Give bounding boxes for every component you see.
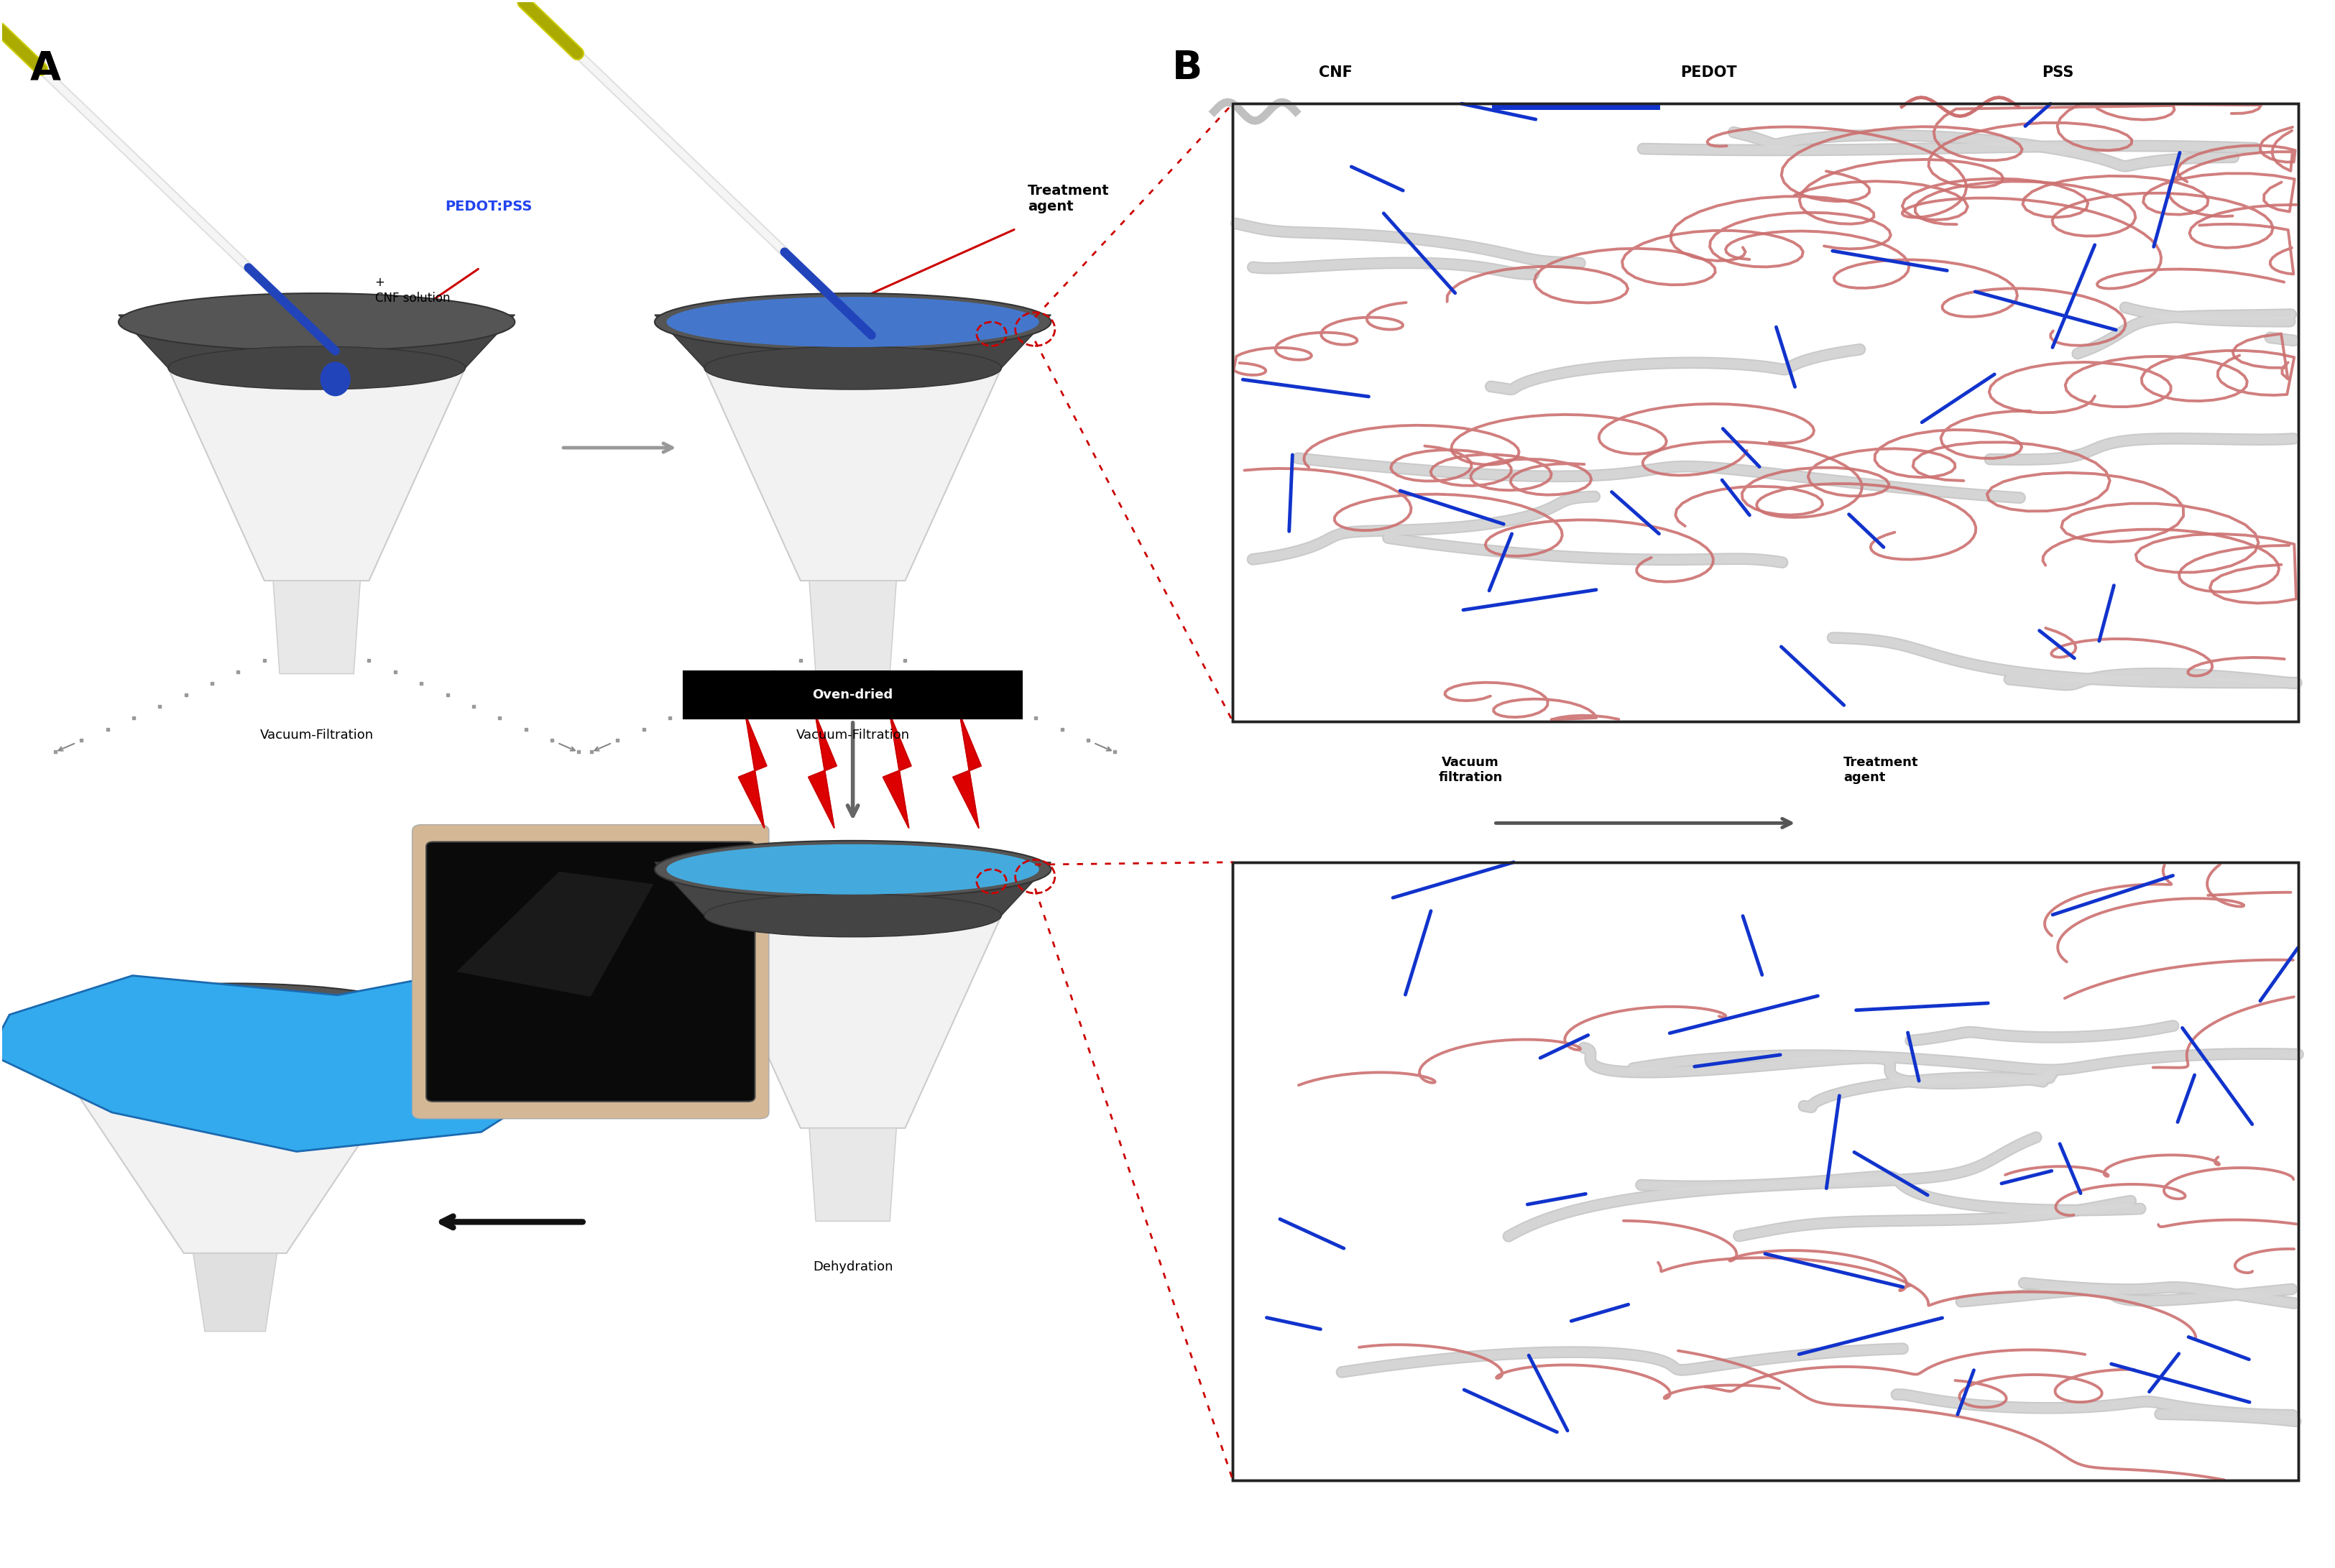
Text: B: B [1172,49,1203,88]
Polygon shape [883,715,911,828]
Ellipse shape [705,347,1002,389]
Polygon shape [654,315,1051,368]
Text: PEDOT:PSS: PEDOT:PSS [446,199,532,213]
Polygon shape [273,580,360,674]
Ellipse shape [665,844,1039,894]
Text: CNF: CNF [1319,66,1352,80]
Text: PSS: PSS [2041,66,2073,80]
Ellipse shape [320,362,350,397]
Ellipse shape [654,840,1051,898]
Polygon shape [51,1054,420,1253]
Text: Treatment
agent: Treatment agent [1845,756,1919,784]
Text: A: A [30,49,61,88]
Ellipse shape [168,347,465,389]
Ellipse shape [119,293,514,351]
Polygon shape [810,1127,897,1221]
Text: Vacuum
filtration: Vacuum filtration [1438,756,1504,784]
FancyBboxPatch shape [427,842,754,1101]
Text: Treatment
agent: Treatment agent [1027,183,1109,213]
Polygon shape [30,1011,441,1054]
Polygon shape [194,1253,278,1331]
Polygon shape [119,315,514,368]
Text: PEDOT: PEDOT [1681,66,1737,80]
Text: Dehydration: Dehydration [813,1261,892,1273]
Ellipse shape [663,844,1044,895]
Text: Vacuum-Filtration: Vacuum-Filtration [796,729,911,742]
Ellipse shape [663,296,1044,348]
Ellipse shape [126,296,507,348]
Polygon shape [168,368,465,580]
Polygon shape [458,872,654,997]
Polygon shape [654,862,1051,916]
FancyBboxPatch shape [413,825,768,1118]
Ellipse shape [663,296,1044,348]
Ellipse shape [665,296,1039,347]
Polygon shape [738,715,766,828]
Polygon shape [953,715,981,828]
Text: Vacuum-Filtration: Vacuum-Filtration [259,729,374,742]
Ellipse shape [654,293,1051,351]
Ellipse shape [663,844,1044,895]
Polygon shape [684,671,1023,718]
Polygon shape [705,916,1002,1127]
Polygon shape [1233,862,2298,1480]
Polygon shape [0,964,542,1151]
Ellipse shape [30,983,441,1062]
Text: +
CNF solution: + CNF solution [376,276,451,304]
Polygon shape [1233,103,2298,721]
Polygon shape [808,715,836,828]
Ellipse shape [705,894,1002,938]
Polygon shape [810,580,897,674]
Text: Oven-dried: Oven-dried [813,688,894,701]
Polygon shape [705,368,1002,580]
